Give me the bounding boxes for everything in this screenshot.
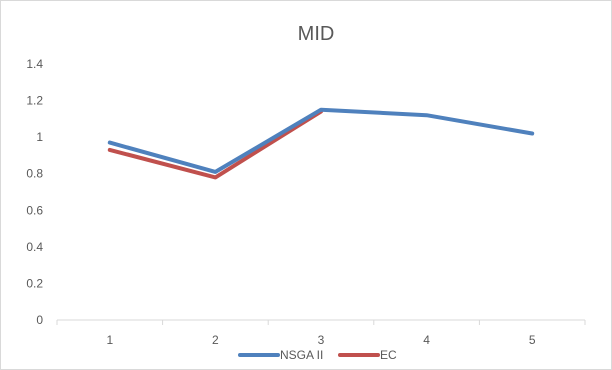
y-tick-label: 1.4 [26, 57, 43, 71]
y-tick-label: 0 [36, 313, 43, 327]
legend: NSGA II EC [238, 348, 397, 362]
y-tick-label: 0.4 [26, 240, 43, 254]
series-line-nsga-ii [107, 107, 535, 174]
x-tick-label: 4 [423, 333, 430, 347]
y-tick-label: 1.2 [26, 94, 43, 108]
legend-label: NSGA II [280, 348, 323, 362]
y-axis-labels: 0 0.2 0.4 0.6 0.8 1 1.2 1.4 [26, 57, 43, 327]
chart-title: MID [298, 23, 335, 45]
y-tick-label: 1 [36, 130, 43, 144]
x-tick-label: 3 [318, 333, 325, 347]
x-tick-label: 1 [106, 333, 113, 347]
series-line-ec [107, 109, 323, 180]
legend-label: EC [380, 348, 397, 362]
x-axis: 1 2 3 4 5 [56, 319, 586, 347]
y-tick-label: 0.8 [26, 167, 43, 181]
x-tick-label: 5 [529, 333, 536, 347]
series-lines [107, 107, 535, 180]
x-tick-label: 2 [212, 333, 219, 347]
y-tick-label: 0.6 [26, 203, 43, 217]
y-tick-label: 0.2 [26, 276, 43, 290]
